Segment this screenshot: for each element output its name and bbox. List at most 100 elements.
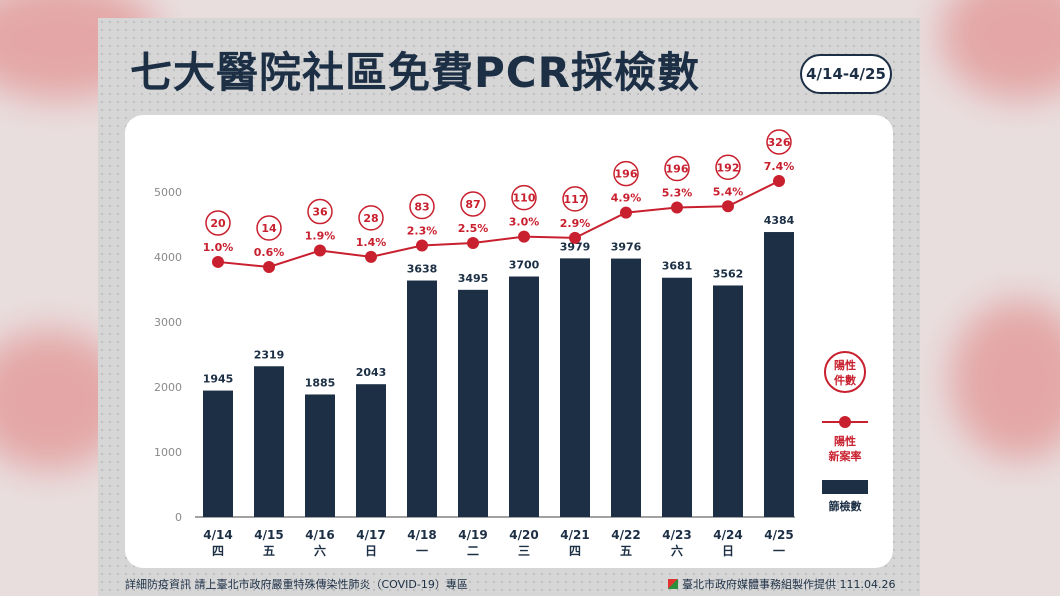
x-weekday-label: 一: [773, 544, 785, 558]
legend-tests-swatch: [822, 480, 868, 494]
y-tick-label: 2000: [154, 381, 182, 394]
positive-count-label: 326: [768, 136, 791, 149]
legend-count-label-1: 陽性: [834, 358, 856, 372]
x-tick-label: 4/15: [254, 528, 283, 542]
legend-rate-label-1: 陽性: [834, 434, 856, 448]
legend-count-circle: [824, 351, 866, 393]
bar: [203, 390, 233, 517]
rate-point: [365, 250, 377, 263]
positive-count-label: 36: [312, 206, 328, 219]
bar-value-label: 3976: [611, 241, 642, 254]
y-tick-label: 3000: [154, 316, 182, 329]
x-weekday-label: 日: [722, 544, 734, 558]
bar: [509, 276, 539, 517]
rate-point: [467, 236, 479, 249]
rate-label: 2.9%: [560, 217, 591, 230]
positive-count-circle: [358, 205, 384, 231]
x-weekday-label: 六: [671, 543, 683, 558]
legend-rate-label-2: 新案率: [829, 449, 862, 463]
positive-count-label: 20: [210, 217, 226, 230]
positive-count-circle: [460, 191, 486, 217]
x-weekday-label: 六: [314, 543, 326, 558]
bar: [356, 384, 386, 517]
positive-count-label: 196: [615, 168, 638, 181]
x-tick-label: 4/18: [407, 528, 436, 542]
rate-label: 2.3%: [407, 224, 438, 237]
y-tick-label: 0: [175, 511, 182, 524]
rate-label: 1.0%: [203, 241, 234, 254]
legend-tests-label: 篩檢數: [829, 499, 862, 513]
x-weekday-label: 二: [467, 544, 479, 558]
rate-point: [620, 206, 632, 219]
bar: [407, 280, 437, 517]
footer-credit: 臺北市政府媒體事務組製作提供 111.04.26: [668, 576, 895, 592]
rate-point: [569, 231, 581, 244]
bar-value-label: 1945: [203, 373, 234, 386]
x-tick-label: 4/16: [305, 528, 334, 542]
positive-count-label: 87: [465, 198, 480, 211]
positive-count-circle: [256, 215, 282, 241]
rate-label: 7.4%: [764, 160, 795, 173]
footer-credit-text: 臺北市政府媒體事務組製作提供 111.04.26: [682, 578, 896, 591]
bar: [560, 258, 590, 517]
positive-count-circle: [205, 210, 231, 236]
rate-point: [314, 244, 326, 257]
rate-label: 0.6%: [254, 246, 285, 259]
rate-line: [217, 180, 780, 269]
x-weekday-label: 四: [212, 544, 224, 558]
positive-count-label: 117: [564, 193, 587, 206]
bar: [713, 285, 743, 517]
bar-value-label: 2319: [254, 348, 285, 361]
x-weekday-label: 一: [416, 544, 428, 558]
bar-value-label: 1885: [305, 376, 336, 389]
x-tick-label: 4/21: [560, 528, 589, 542]
positive-count-circle: [715, 154, 741, 181]
y-tick-label: 5000: [154, 186, 182, 199]
positive-count-label: 110: [513, 192, 536, 205]
x-tick-label: 4/17: [356, 528, 385, 542]
positive-count-circle: [307, 198, 333, 225]
x-tick-label: 4/23: [662, 528, 691, 542]
bar-value-label: 4384: [764, 214, 795, 227]
bar-value-label: 3495: [458, 272, 489, 285]
rate-label: 3.0%: [509, 216, 540, 229]
positive-count-circle: [562, 186, 588, 212]
rate-label: 5.4%: [713, 185, 744, 198]
rate-point: [212, 255, 224, 268]
y-tick-label: 4000: [154, 251, 182, 264]
x-weekday-label: 四: [569, 544, 581, 558]
positive-count-label: 192: [717, 161, 740, 174]
x-weekday-label: 日: [365, 544, 377, 558]
x-tick-label: 4/14: [203, 528, 232, 542]
bar: [764, 232, 794, 518]
legend-count-label-2: 件數: [834, 373, 856, 387]
x-tick-label: 4/20: [509, 528, 538, 542]
positive-count-circle: [664, 155, 690, 182]
rate-label: 2.5%: [458, 222, 489, 235]
rate-point: [416, 239, 428, 252]
legend-rate-marker: [839, 416, 851, 428]
footer-info-text: 詳細防疫資訊 請上臺北市政府嚴重特殊傳染性肺炎（COVID-19）專區: [125, 578, 468, 591]
bar: [305, 394, 335, 517]
bar-value-label: 3562: [713, 267, 744, 280]
rate-label: 5.3%: [662, 187, 693, 200]
positive-count-label: 196: [666, 163, 689, 176]
bar: [254, 366, 284, 517]
bar: [458, 289, 488, 517]
x-tick-label: 4/25: [764, 528, 793, 542]
x-weekday-label: 三: [518, 544, 530, 558]
positive-count-circle: [613, 160, 639, 187]
x-weekday-label: 五: [620, 544, 632, 558]
bar-value-label: 2043: [356, 366, 387, 379]
positive-count-circle: [409, 193, 435, 220]
x-tick-label: 4/22: [611, 528, 640, 542]
bar-value-label: 3681: [662, 260, 693, 273]
bar: [662, 277, 692, 517]
x-weekday-label: 五: [263, 544, 275, 558]
positive-count-label: 28: [363, 212, 378, 225]
y-tick-label: 1000: [154, 446, 182, 459]
bar-value-label: 3700: [509, 259, 540, 272]
rate-label: 1.9%: [305, 230, 336, 243]
rate-point: [722, 200, 734, 213]
